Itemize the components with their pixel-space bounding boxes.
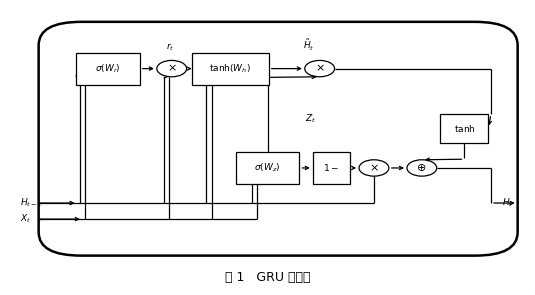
Text: ×: ×	[315, 64, 324, 73]
Text: $X_t$: $X_t$	[20, 213, 31, 225]
Text: $\sigma(W_r)$: $\sigma(W_r)$	[95, 62, 121, 75]
Text: $r_t$: $r_t$	[166, 42, 175, 53]
Text: $\sigma(W_z)$: $\sigma(W_z)$	[254, 162, 281, 174]
Circle shape	[359, 160, 389, 176]
FancyBboxPatch shape	[192, 53, 269, 85]
Circle shape	[305, 60, 334, 77]
FancyBboxPatch shape	[235, 152, 300, 184]
Text: 图 1   GRU 模型图: 图 1 GRU 模型图	[225, 271, 310, 284]
FancyBboxPatch shape	[76, 53, 140, 85]
Text: $\mathrm{tanh}$: $\mathrm{tanh}$	[454, 123, 475, 134]
Text: $H_{t-1}$: $H_{t-1}$	[20, 197, 42, 209]
Text: ⊕: ⊕	[417, 163, 426, 173]
Text: $\mathrm{tanh}(W_h)$: $\mathrm{tanh}(W_h)$	[209, 62, 251, 75]
Circle shape	[157, 60, 187, 77]
Text: ×: ×	[369, 163, 379, 173]
FancyBboxPatch shape	[440, 114, 488, 143]
Text: $\tilde{H}_t$: $\tilde{H}_t$	[303, 37, 315, 53]
Text: $Z_t$: $Z_t$	[305, 112, 316, 124]
Text: $1-$: $1-$	[323, 163, 339, 173]
Text: ×: ×	[167, 64, 177, 73]
Text: $H_t$: $H_t$	[502, 197, 513, 209]
FancyBboxPatch shape	[313, 152, 350, 184]
Circle shape	[407, 160, 437, 176]
FancyBboxPatch shape	[39, 22, 518, 256]
